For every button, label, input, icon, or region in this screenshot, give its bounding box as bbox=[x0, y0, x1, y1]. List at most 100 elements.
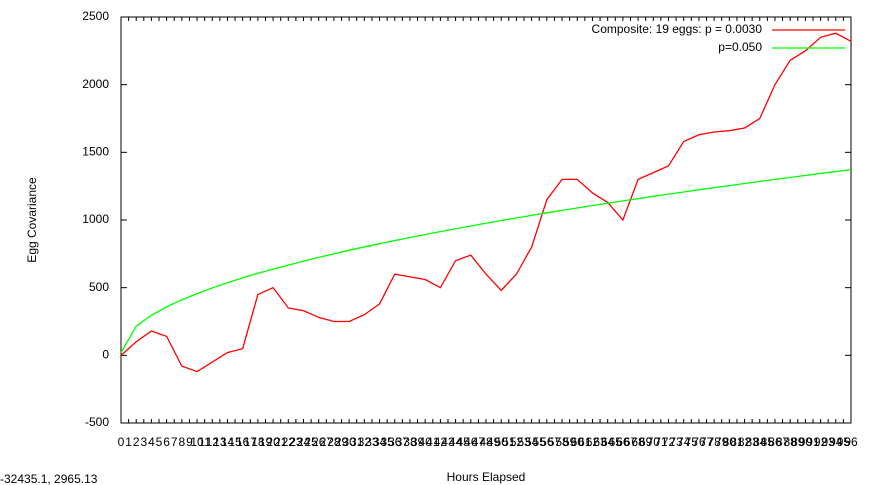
x-tick-label: 17 bbox=[244, 435, 258, 449]
x-tick-label: 67 bbox=[624, 435, 638, 449]
x-tick-label: 4 bbox=[148, 435, 155, 449]
status-readout: -32435.1, 2965.13 bbox=[0, 472, 98, 485]
x-tick-label: 0 bbox=[118, 435, 125, 449]
x-tick-label: 25 bbox=[304, 435, 318, 449]
x-tick-label: 24 bbox=[297, 435, 311, 449]
x-tick-label: 26 bbox=[312, 435, 326, 449]
x-tick-label: 40 bbox=[418, 435, 432, 449]
x-tick-label: 57 bbox=[548, 435, 562, 449]
x-tick-label: 35 bbox=[380, 435, 394, 449]
x-tick-label: 73 bbox=[669, 435, 683, 449]
x-tick-label: 83 bbox=[745, 435, 759, 449]
x-tick-label: 3 bbox=[140, 435, 147, 449]
x-tick-label: 9 bbox=[186, 435, 193, 449]
x-tick-label: 62 bbox=[586, 435, 600, 449]
x-tick-label: 39 bbox=[411, 435, 425, 449]
x-tick-label: 23 bbox=[289, 435, 303, 449]
x-tick-label: 79 bbox=[715, 435, 729, 449]
x-tick-label: 20 bbox=[266, 435, 280, 449]
x-tick-label: 95 bbox=[837, 435, 851, 449]
y-axis-label: Egg Covariance bbox=[25, 177, 39, 263]
x-axis-label: Hours Elapsed bbox=[447, 470, 526, 484]
x-tick-label: 19 bbox=[259, 435, 273, 449]
x-tick-label: 38 bbox=[403, 435, 417, 449]
x-tick-label: 30 bbox=[342, 435, 356, 449]
x-tick-label: 2 bbox=[133, 435, 140, 449]
y-tick-label: 2500 bbox=[82, 9, 109, 23]
x-tick-label: 82 bbox=[738, 435, 752, 449]
x-tick-label: 16 bbox=[236, 435, 250, 449]
x-tick-label: 70 bbox=[647, 435, 661, 449]
x-tick-label: 92 bbox=[814, 435, 828, 449]
x-tick-label: 42 bbox=[434, 435, 448, 449]
x-tick-label: 18 bbox=[251, 435, 265, 449]
x-tick-label: 29 bbox=[335, 435, 349, 449]
x-tick-label: 43 bbox=[441, 435, 455, 449]
plot-border bbox=[120, 16, 852, 424]
x-tick-label: 49 bbox=[487, 435, 501, 449]
x-tick-label: 46 bbox=[464, 435, 478, 449]
series-line bbox=[120, 32, 852, 373]
x-tick-label: 34 bbox=[373, 435, 387, 449]
x-tick-label: 63 bbox=[593, 435, 607, 449]
x-tick-label: 72 bbox=[662, 435, 676, 449]
x-tick-label: 61 bbox=[578, 435, 592, 449]
x-tick-label: 69 bbox=[639, 435, 653, 449]
x-tick-label: 89 bbox=[791, 435, 805, 449]
x-tick-label: 1 bbox=[125, 435, 132, 449]
x-tick-label: 31 bbox=[350, 435, 364, 449]
x-tick-label: 66 bbox=[616, 435, 630, 449]
x-tick-label: 86 bbox=[768, 435, 782, 449]
x-tick-label: 91 bbox=[806, 435, 820, 449]
x-tick-label: 81 bbox=[730, 435, 744, 449]
x-tick-label: 41 bbox=[426, 435, 440, 449]
x-tick-label: 88 bbox=[783, 435, 797, 449]
x-tick-label: 84 bbox=[753, 435, 767, 449]
x-tick-label: 15 bbox=[228, 435, 242, 449]
x-tick-label: 80 bbox=[723, 435, 737, 449]
x-tick-label: 11 bbox=[198, 435, 211, 449]
y-tick-label: 2000 bbox=[82, 77, 109, 91]
x-tick-label: 74 bbox=[677, 435, 691, 449]
legend-label: p=0.050 bbox=[718, 40, 762, 54]
y-tick-label: 500 bbox=[89, 280, 109, 294]
y-tick-label: 0 bbox=[102, 348, 109, 362]
x-tick-label: 51 bbox=[502, 435, 516, 449]
x-tick-label: 5 bbox=[156, 435, 163, 449]
x-tick-label: 60 bbox=[571, 435, 585, 449]
x-tick-label: 71 bbox=[654, 435, 668, 449]
x-tick-label: 6 bbox=[163, 435, 170, 449]
x-tick-label: 8 bbox=[178, 435, 185, 449]
x-tick-label: 36 bbox=[388, 435, 402, 449]
x-tick-label: 87 bbox=[776, 435, 790, 449]
legend-label: Composite: 19 eggs: p = 0.0030 bbox=[592, 22, 763, 36]
x-tick-label: 48 bbox=[479, 435, 493, 449]
x-tick-label: 77 bbox=[700, 435, 714, 449]
x-tick-label: 55 bbox=[533, 435, 547, 449]
x-tick-label: 85 bbox=[761, 435, 775, 449]
x-tick-label: 96 bbox=[844, 435, 858, 449]
y-tick-label: -500 bbox=[85, 415, 109, 429]
x-tick-label: 94 bbox=[829, 435, 843, 449]
x-tick-label: 12 bbox=[206, 435, 220, 449]
x-tick-label: 7 bbox=[171, 435, 178, 449]
x-tick-label: 37 bbox=[396, 435, 410, 449]
x-tick-label: 45 bbox=[457, 435, 471, 449]
x-tick-label: 22 bbox=[282, 435, 296, 449]
x-tick-label: 28 bbox=[327, 435, 341, 449]
x-tick-label: 56 bbox=[540, 435, 554, 449]
x-tick-label: 53 bbox=[517, 435, 531, 449]
x-tick-label: 27 bbox=[320, 435, 334, 449]
x-tick-label: 65 bbox=[609, 435, 623, 449]
series-line bbox=[120, 169, 852, 353]
x-tick-label: 93 bbox=[822, 435, 836, 449]
x-tick-label: 68 bbox=[631, 435, 645, 449]
x-tick-label: 59 bbox=[563, 435, 577, 449]
y-tick-label: 1000 bbox=[82, 212, 109, 226]
x-tick-label: 13 bbox=[213, 435, 227, 449]
x-tick-label: 33 bbox=[365, 435, 379, 449]
x-tick-label: 14 bbox=[221, 435, 235, 449]
x-tick-label: 90 bbox=[799, 435, 813, 449]
x-tick-label: 54 bbox=[525, 435, 539, 449]
